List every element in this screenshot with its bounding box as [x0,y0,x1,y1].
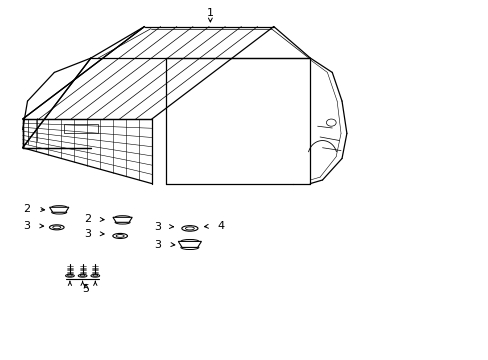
Text: 5: 5 [82,284,89,294]
Ellipse shape [115,221,130,224]
Ellipse shape [80,275,85,276]
Ellipse shape [52,206,66,209]
Ellipse shape [181,245,199,249]
Ellipse shape [49,225,64,230]
Ellipse shape [181,239,199,243]
Ellipse shape [52,211,66,214]
Text: 2: 2 [83,215,91,224]
Polygon shape [49,207,69,212]
Ellipse shape [93,275,98,276]
Ellipse shape [65,274,74,277]
Text: 3: 3 [23,221,30,231]
Polygon shape [178,242,201,247]
Ellipse shape [185,227,194,230]
Text: 3: 3 [154,239,161,249]
Ellipse shape [113,233,127,238]
Text: 3: 3 [154,222,161,231]
Ellipse shape [78,274,87,277]
Polygon shape [113,217,132,222]
Ellipse shape [116,235,124,237]
Ellipse shape [91,274,100,277]
Text: 4: 4 [217,221,224,231]
Ellipse shape [67,275,72,276]
Ellipse shape [115,216,130,219]
Text: 3: 3 [84,229,91,239]
Text: 1: 1 [206,8,213,18]
Text: 2: 2 [23,204,30,215]
Ellipse shape [182,226,198,231]
Ellipse shape [53,226,61,229]
